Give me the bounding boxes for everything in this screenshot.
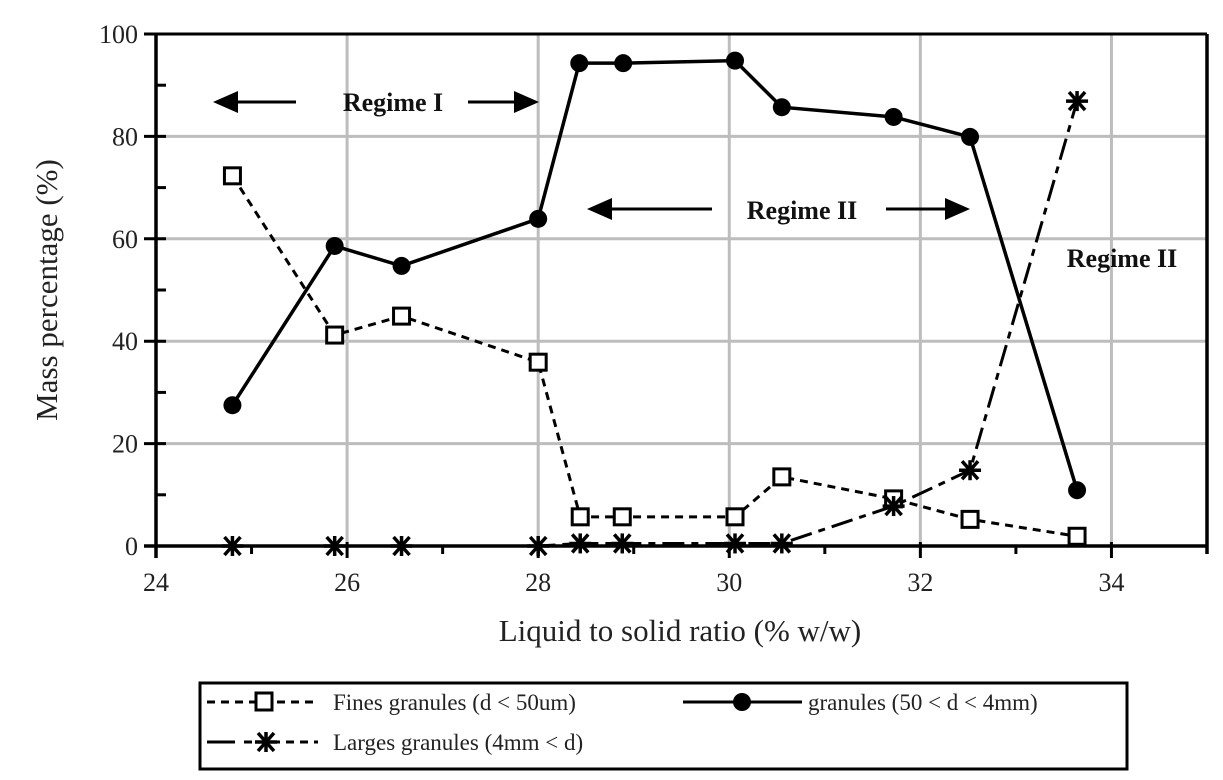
y-tick-label: 80	[112, 122, 138, 151]
legend-label-granules: granules (50 < d < 4mm)	[808, 690, 1038, 715]
open-square-marker-icon	[570, 507, 590, 527]
regime-3-label: Regime II	[1067, 244, 1177, 273]
series-2	[221, 90, 1089, 557]
asterisk-marker-icon	[959, 460, 982, 481]
legend: Fines granules (d < 50um) granules (50 <…	[198, 681, 1129, 771]
asterisk-marker-icon	[390, 535, 413, 557]
legend-label-fines: Fines granules (d < 50um)	[333, 690, 576, 715]
y-tick-label: 20	[112, 430, 138, 459]
open-square-marker-icon	[725, 507, 745, 527]
regime-1-label: Regime I	[343, 88, 443, 117]
regime-2-annotation: Regime II	[587, 196, 970, 225]
open-square-marker-icon	[254, 691, 274, 712]
x-tick-label: 26	[334, 568, 360, 597]
series-layer	[221, 51, 1089, 557]
asterisk-marker-icon	[323, 535, 346, 557]
asterisk-marker-icon	[527, 535, 550, 557]
x-tick-label: 30	[716, 568, 742, 597]
filled-circle-marker-icon	[529, 209, 548, 228]
filled-circle-marker-icon	[1068, 481, 1087, 500]
filled-circle-marker-icon	[884, 107, 903, 126]
series-line	[231, 175, 1078, 538]
filled-circle-marker-icon	[325, 236, 344, 255]
filled-circle-marker-icon	[614, 54, 633, 73]
regime-2-label: Regime II	[747, 196, 857, 225]
arrow-left-icon	[587, 198, 612, 220]
series-line	[230, 58, 1079, 491]
asterisk-marker-icon	[724, 533, 747, 554]
open-square-marker-icon	[612, 507, 632, 527]
arrow-right-icon	[514, 91, 539, 113]
y-tick-label: 60	[112, 225, 138, 254]
regime-1-annotation: Regime I	[213, 88, 539, 117]
series-line	[232, 100, 1079, 548]
legend-item-fines: Fines granules (d < 50um)	[207, 690, 576, 715]
open-square-marker-icon	[772, 467, 792, 487]
open-square-marker-icon	[1067, 526, 1087, 546]
filled-circle-marker-icon	[223, 396, 242, 415]
open-square-marker-icon	[222, 166, 242, 186]
y-axis-title: Mass percentage (%)	[29, 159, 64, 421]
axis-ticks	[144, 32, 1113, 558]
open-square-marker-icon	[392, 306, 412, 326]
x-tick-label: 32	[907, 568, 933, 597]
series-0	[222, 166, 1087, 546]
x-tick-label: 28	[525, 568, 551, 597]
open-square-marker-icon	[528, 352, 548, 372]
y-tick-label: 0	[125, 532, 138, 561]
arrow-right-icon	[945, 198, 970, 220]
x-tick-label: 24	[143, 568, 169, 597]
legend-item-larges: Larges granules (4mm < d)	[207, 730, 583, 755]
asterisk-marker-icon	[770, 533, 793, 554]
asterisk-marker-icon	[1066, 90, 1089, 112]
arrow-left-icon	[213, 91, 238, 113]
grid-lines	[156, 32, 1207, 546]
filled-circle-marker-icon	[733, 693, 751, 711]
y-tick-label: 100	[99, 20, 138, 49]
legend-label-larges: Larges granules (4mm < d)	[333, 730, 583, 755]
x-axis-title: Liquid to solid ratio (% w/w)	[499, 613, 861, 648]
filled-circle-marker-icon	[392, 256, 411, 275]
asterisk-marker-icon	[221, 535, 244, 557]
filled-circle-marker-icon	[772, 98, 791, 117]
legend-item-granules: granules (50 < d < 4mm)	[683, 690, 1038, 715]
asterisk-marker-icon	[611, 533, 634, 554]
open-square-marker-icon	[325, 325, 345, 345]
x-tick-label: 34	[1098, 568, 1124, 597]
open-square-marker-icon	[960, 509, 980, 529]
filled-circle-marker-icon	[961, 127, 980, 146]
asterisk-marker-icon	[569, 533, 592, 554]
filled-circle-marker-icon	[726, 51, 745, 70]
asterisk-marker-icon	[882, 495, 905, 517]
asterisk-marker-icon	[255, 731, 277, 753]
filled-circle-marker-icon	[570, 54, 589, 73]
series-1	[223, 51, 1087, 500]
y-tick-label: 40	[112, 327, 138, 356]
tick-labels: 0 20 40 60 80 100 24 26 28 30 32 34	[99, 20, 1124, 597]
